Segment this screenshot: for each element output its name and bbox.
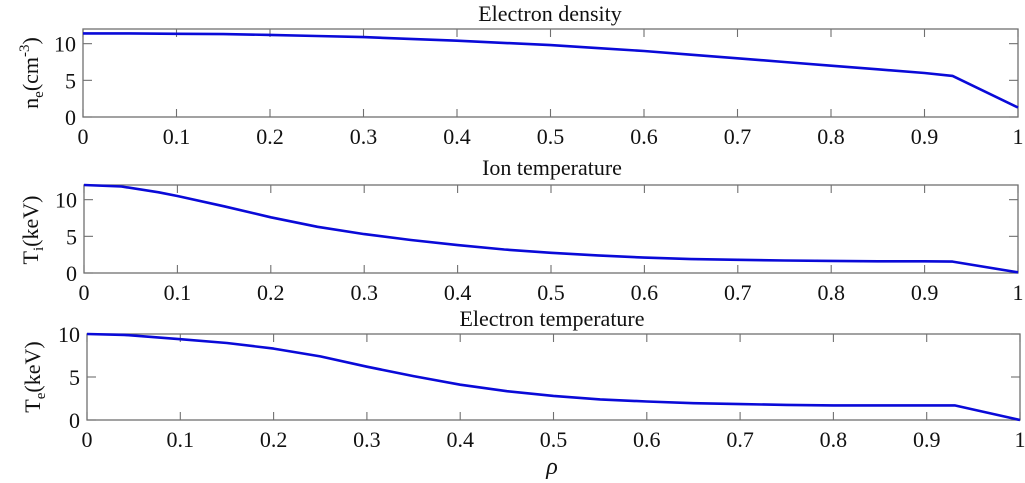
x-tick-label: 0.8 bbox=[817, 280, 845, 305]
axes-box bbox=[86, 333, 1021, 421]
x-tick-label: 1 bbox=[1013, 124, 1024, 149]
x-tick-label: 0.2 bbox=[256, 124, 284, 149]
data-line bbox=[86, 332, 1021, 422]
x-tick-label: 0.5 bbox=[540, 427, 568, 452]
y-tick-label: 5 bbox=[69, 365, 80, 390]
svg-text:ne(cm-3): ne(cm-3) bbox=[17, 37, 47, 109]
x-tick-label: 0.5 bbox=[537, 280, 565, 305]
x-tick-label: 0.7 bbox=[726, 427, 754, 452]
x-tick-label: 0.9 bbox=[913, 427, 941, 452]
y-tick-label: 5 bbox=[65, 68, 76, 93]
y-tick-label: 0 bbox=[65, 105, 76, 130]
x-tick-label: 0.4 bbox=[443, 124, 471, 149]
x-tick-label: 0.4 bbox=[444, 280, 472, 305]
y-tick-label: 0 bbox=[66, 261, 77, 286]
x-tick-label: 0.8 bbox=[820, 427, 848, 452]
panel-title: Electron density bbox=[478, 1, 622, 26]
x-tick-label: 1 bbox=[1015, 427, 1025, 452]
x-tick-label: 0.1 bbox=[167, 427, 195, 452]
x-tick-label: 0.5 bbox=[537, 124, 565, 149]
svg-text:Te(keV): Te(keV) bbox=[20, 341, 49, 412]
data-line bbox=[83, 32, 1019, 109]
panel-title: Ion temperature bbox=[482, 155, 622, 180]
axes-box bbox=[83, 184, 1019, 274]
y-tick-label: 10 bbox=[58, 322, 80, 347]
y-tick-label: 10 bbox=[55, 188, 77, 213]
x-tick-label: 0.4 bbox=[446, 427, 474, 452]
y-tick-label: 5 bbox=[66, 224, 77, 249]
panel-title: Electron temperature bbox=[459, 306, 644, 331]
x-tick-label: 0.6 bbox=[630, 124, 658, 149]
x-tick-label: 0.1 bbox=[163, 124, 191, 149]
axes-box bbox=[82, 28, 1019, 118]
y-tick-label: 0 bbox=[69, 408, 80, 433]
x-tick-label: 0.8 bbox=[817, 124, 845, 149]
x-tick-label: 0.3 bbox=[350, 280, 378, 305]
y-axis-label: Ti(keV) bbox=[18, 196, 47, 265]
data-line bbox=[83, 183, 1019, 274]
x-tick-label: 0 bbox=[79, 280, 90, 305]
x-tick-label: 0.7 bbox=[724, 124, 752, 149]
x-tick-label: 0.9 bbox=[911, 124, 939, 149]
x-tick-label: 0.6 bbox=[631, 280, 659, 305]
x-tick-label: 0.1 bbox=[164, 280, 192, 305]
x-tick-label: 0 bbox=[82, 427, 93, 452]
y-axis-label: ne(cm-3) bbox=[17, 37, 47, 109]
x-tick-label: 0.9 bbox=[911, 280, 939, 305]
x-tick-label: 0.3 bbox=[353, 427, 381, 452]
y-tick-label: 10 bbox=[54, 32, 76, 57]
svg-text:Ti(keV): Ti(keV) bbox=[18, 196, 47, 265]
electron-density-panel: Electron density ne(cm-3) 0 0.1 0.2 0.3 0.4 0… bbox=[17, 1, 1024, 149]
x-tick-label: 0.2 bbox=[260, 427, 288, 452]
ion-temperature-panel: Ion temperature Ti(keV) 0 0.1 0.2 0.3 0.4 0.5… bbox=[18, 155, 1024, 305]
x-tick-label: 0.7 bbox=[724, 280, 752, 305]
x-axis-label: ρ bbox=[545, 454, 558, 480]
x-tick-label: 0.3 bbox=[350, 124, 378, 149]
electron-temperature-panel: Electron temperature Te(keV) 0 0.1 0.2 0.3 0… bbox=[20, 306, 1025, 452]
x-tick-label: 1 bbox=[1013, 280, 1024, 305]
x-tick-label: 0.6 bbox=[633, 427, 661, 452]
x-tick-label: 0 bbox=[78, 124, 89, 149]
x-tick-label: 0.2 bbox=[257, 280, 285, 305]
y-axis-label: Te(keV) bbox=[20, 341, 49, 412]
